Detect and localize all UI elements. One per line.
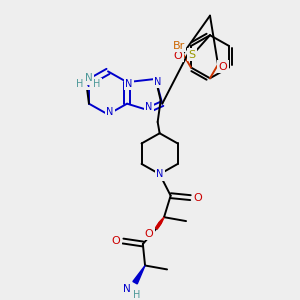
Text: O: O [219, 61, 227, 71]
Text: N: N [154, 77, 161, 87]
Text: O: O [112, 236, 120, 246]
Polygon shape [133, 266, 145, 284]
Text: O: O [174, 51, 182, 61]
Text: N: N [85, 73, 93, 83]
Text: N: N [156, 169, 163, 179]
Text: H: H [76, 79, 84, 89]
Text: O: O [193, 193, 202, 202]
Text: N: N [145, 102, 153, 112]
Text: H: H [134, 290, 141, 300]
Text: N: N [106, 107, 114, 118]
Text: Br: Br [173, 41, 185, 51]
Text: O: O [145, 229, 153, 239]
Text: N: N [123, 284, 131, 294]
Text: N: N [125, 79, 133, 89]
Text: S: S [188, 50, 196, 60]
Text: H: H [93, 79, 100, 89]
Text: N: N [83, 79, 91, 89]
